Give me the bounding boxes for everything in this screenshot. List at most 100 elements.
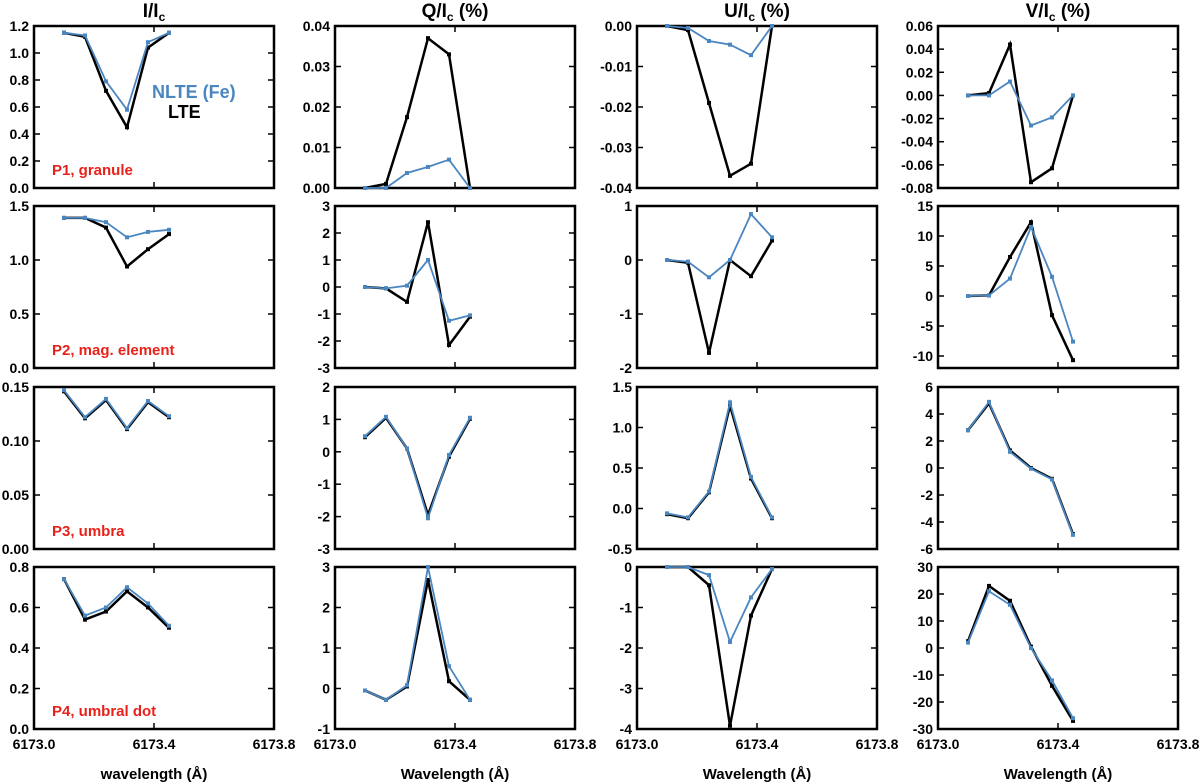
series-line-nlte	[364, 258, 471, 322]
data-point-nlte	[1071, 339, 1075, 344]
data-point-nlte	[384, 414, 388, 419]
y-tick-label: 0	[624, 252, 632, 268]
data-point-nlte	[167, 623, 171, 628]
data-point-nlte	[104, 79, 108, 84]
x-tick-label: 6173.0	[13, 736, 56, 752]
data-point-lte	[1008, 255, 1012, 259]
data-point-nlte	[447, 318, 451, 323]
column-title-suffix: (%)	[755, 1, 790, 22]
plot-frame	[635, 385, 879, 551]
data-point-lte	[1008, 42, 1012, 47]
data-point-nlte	[104, 396, 108, 401]
data-point-nlte	[384, 186, 388, 190]
y-tick-label: -1	[620, 600, 633, 616]
data-point-lte	[987, 583, 991, 588]
data-point-lte	[686, 28, 690, 33]
data-point-lte	[1050, 313, 1054, 318]
data-point-nlte	[363, 186, 367, 190]
data-point-lte	[447, 679, 451, 684]
data-point-nlte	[707, 489, 711, 494]
y-tick-label: -0.02	[901, 111, 933, 127]
y-tick-label: 0.0	[10, 721, 30, 737]
legend-lte-label: LTE	[168, 102, 201, 122]
y-tick-label: 0.0	[613, 501, 633, 517]
y-tick-label: 0.5	[10, 306, 30, 322]
y-tick-label: -0.01	[600, 59, 632, 75]
data-point-lte	[728, 173, 732, 178]
data-point-nlte	[62, 388, 66, 393]
series-line-lte	[62, 578, 170, 629]
x-tick-label: 6173.4	[133, 736, 176, 752]
data-point-nlte	[749, 474, 753, 479]
data-point-nlte	[405, 446, 409, 451]
y-tick-label: 1.5	[10, 198, 30, 214]
column-title-subscript: c	[159, 10, 166, 24]
data-point-nlte	[62, 215, 66, 220]
y-tick-label: 10	[917, 228, 933, 244]
y-tick-label: -2	[620, 360, 633, 376]
data-point-nlte	[749, 595, 753, 600]
chart-panels: 0.00.20.40.60.81.01.2P1, granule0.000.01…	[2, 18, 1200, 752]
y-tick-label: 15	[917, 198, 933, 214]
data-point-nlte	[125, 426, 129, 431]
panel-label: P4, umbral dot	[52, 703, 156, 720]
y-tick-label: -2	[921, 487, 934, 503]
x-axis-labels: wavelength (Å) Wavelength (Å) Wavelength (…	[100, 766, 1113, 783]
y-tick-label: 1.5	[613, 379, 633, 395]
y-tick-label: -4	[620, 721, 633, 737]
series-line-nlte	[63, 31, 170, 112]
data-point-lte	[405, 299, 409, 304]
y-tick-label: -2	[318, 333, 331, 349]
y-tick-label: -10	[913, 667, 933, 683]
panel-r1-c1: -3 -2 -1 0 1 2 3	[318, 198, 577, 376]
data-point-nlte	[167, 414, 171, 419]
plot-frame	[936, 24, 1180, 190]
data-point-lte	[707, 583, 711, 588]
series-line-nlte	[365, 158, 471, 189]
x-tick-label: 6173.0	[616, 736, 659, 752]
series-line-lte	[364, 36, 472, 190]
panel-r2-c2: -0.5 0.0 0.5 1.0 1.5	[608, 379, 879, 557]
series-line-nlte	[364, 415, 471, 522]
series-line-lte	[666, 24, 774, 178]
data-point-nlte	[104, 220, 108, 225]
plot-frame	[936, 204, 1180, 370]
data-point-nlte	[426, 164, 430, 169]
series-line-lte	[666, 239, 774, 354]
y-tick-label: 1	[322, 252, 330, 268]
x-tick-label: 6173.0	[314, 736, 357, 752]
data-point-lte	[146, 605, 150, 610]
column-title-1: Q/Ic (%)	[422, 1, 489, 24]
data-point-lte	[83, 617, 87, 622]
y-tick-label: -0.03	[600, 140, 632, 156]
x-tick-label: 6173.4	[1037, 736, 1080, 752]
y-tick-label: 0.6	[10, 99, 30, 115]
y-tick-label: -1	[620, 306, 633, 322]
panel-r3-c3: -30 -20 -10 0 10 20 30 6173.0 6173.4 6173.8	[913, 559, 1200, 752]
legend-nlte-label: NLTE (Fe)	[152, 82, 236, 102]
data-point-nlte	[686, 259, 690, 264]
series-line-lte	[63, 31, 170, 131]
series-line-lte	[364, 579, 471, 702]
data-point-nlte	[468, 415, 472, 420]
column-title-0: I/Ic	[143, 1, 166, 24]
series-line-nlte	[364, 566, 471, 701]
series-line-nlte	[666, 212, 773, 279]
data-point-lte	[987, 91, 991, 96]
series-line-nlte	[666, 398, 773, 519]
data-point-nlte	[966, 93, 970, 98]
series-line-nlte	[63, 389, 170, 430]
data-point-lte	[707, 350, 711, 355]
plot-frame	[936, 385, 1180, 551]
data-point-nlte	[363, 688, 367, 693]
data-point-nlte	[1008, 79, 1012, 84]
data-point-nlte	[749, 53, 753, 58]
data-point-lte	[1029, 220, 1033, 225]
data-point-lte	[104, 225, 108, 230]
x-tick-label: 6173.8	[856, 736, 899, 752]
plot-frame	[333, 565, 577, 731]
data-point-nlte	[686, 26, 690, 31]
y-tick-label: -1	[318, 721, 331, 737]
data-point-lte	[770, 238, 774, 243]
data-point-lte	[104, 609, 108, 614]
